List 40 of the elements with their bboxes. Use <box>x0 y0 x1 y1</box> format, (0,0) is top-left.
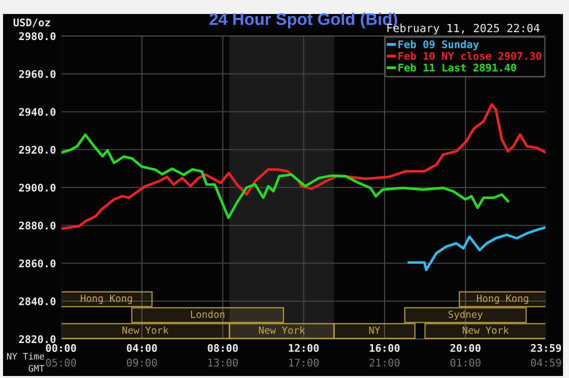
y-tick-label: 2860.0 <box>19 259 56 268</box>
x-tick-label: 04:00 <box>126 344 157 352</box>
x2-tick-label: 01:00 <box>450 358 480 367</box>
x-tick-label: 16:00 <box>370 344 400 352</box>
band-label: New York <box>258 326 305 334</box>
x-tick-label: 00:00 <box>46 344 76 352</box>
y-tick-label: 2840.0 <box>19 297 56 306</box>
x2-tick-label: 09:00 <box>126 358 157 367</box>
x2-tick-label: 04:59 <box>531 358 561 367</box>
y-tick-label: 2960.0 <box>19 70 56 78</box>
x2-tick-label: 21:00 <box>370 358 400 367</box>
y-axis-title: USD/oz <box>14 18 50 28</box>
y-tick-label: 2940.0 <box>19 108 56 116</box>
x-axis-title: NY Time <box>7 352 44 360</box>
band-label: NY <box>369 326 380 334</box>
x2-tick-label: 13:00 <box>208 358 238 367</box>
line-series <box>61 133 510 220</box>
x-tick-label: 23:59 <box>530 344 562 352</box>
line-series <box>408 226 546 272</box>
legend-label: Feb 10 NY close 2907.30 <box>398 52 542 60</box>
band-label: London <box>191 310 224 318</box>
line-series <box>61 103 546 230</box>
y-tick-label: 2880.0 <box>19 222 56 230</box>
y-tick-label: 2820.0 <box>19 335 56 344</box>
x2-tick-label: 17:00 <box>289 358 319 367</box>
x-tick-label: 20:00 <box>450 344 481 352</box>
y-tick-label: 2920.0 <box>19 146 56 154</box>
x-tick-label: 12:00 <box>288 344 319 352</box>
legend-label: Feb 09 Sunday <box>398 40 479 50</box>
x2-axis-title: GMT <box>28 364 44 372</box>
x2-tick-label: 05:00 <box>46 358 76 367</box>
y-tick-label: 2900.0 <box>19 184 56 192</box>
band-label: New York <box>462 326 509 334</box>
band-label: Hong Kong <box>80 294 132 304</box>
band-label: Hong Kong <box>477 294 528 304</box>
y-tick-label: 2980.0 <box>19 32 56 40</box>
legend-label: Feb 11 Last 2891.40 <box>398 63 516 72</box>
x-tick-label: 08:00 <box>208 344 238 352</box>
band-label: New York <box>122 326 168 334</box>
band-label: Sydney <box>448 310 483 320</box>
